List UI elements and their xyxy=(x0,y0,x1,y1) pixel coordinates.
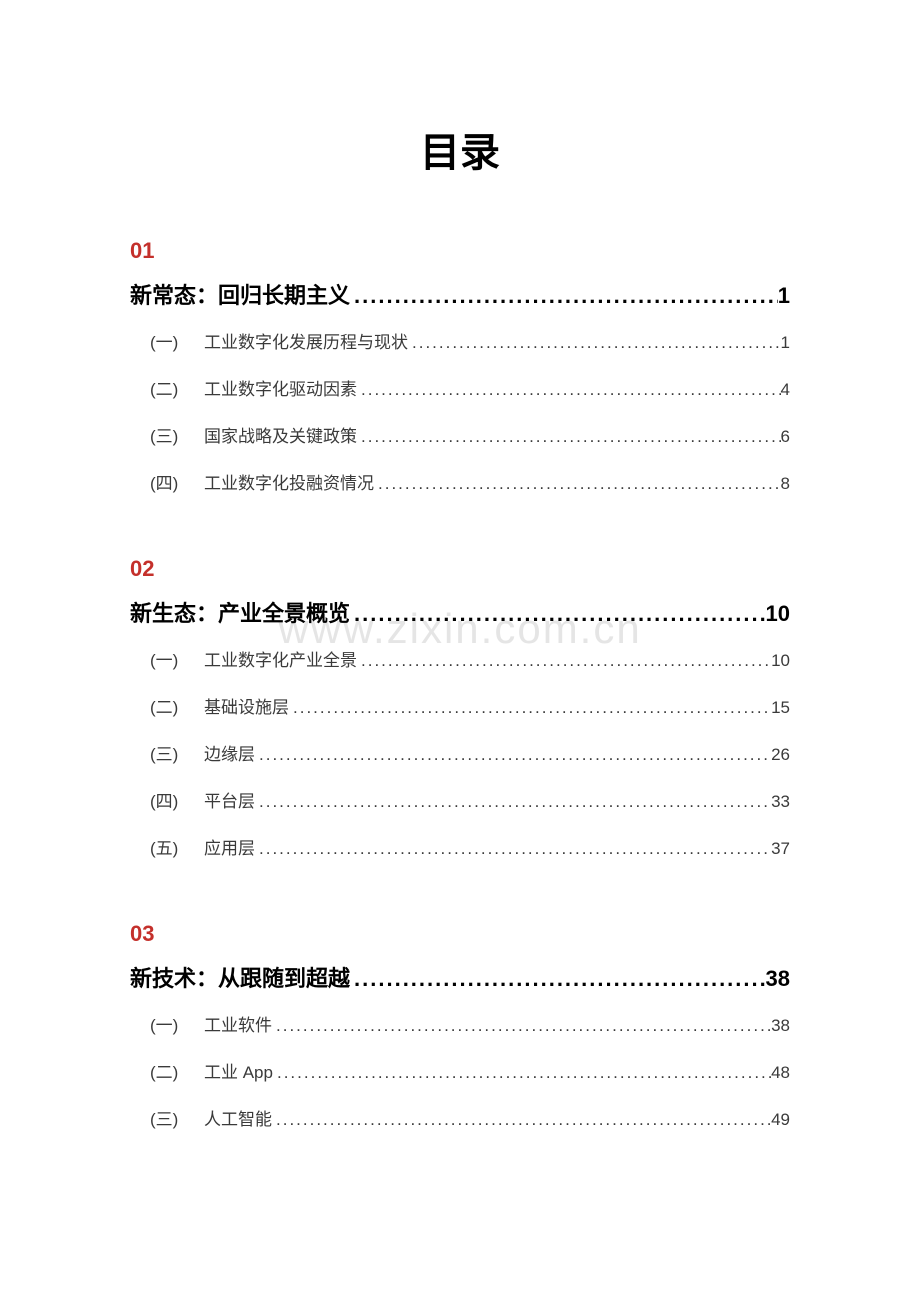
section-title: 新生态：产业全景概览 xyxy=(130,596,350,628)
sub-item-page-number: 48 xyxy=(771,1063,790,1083)
sub-item-page-number: 10 xyxy=(771,651,790,671)
leader-dots: ........................................… xyxy=(357,380,781,400)
sub-item-label: 工业数字化驱动因素 xyxy=(204,375,357,400)
section-title: 新技术：从跟随到超越 xyxy=(130,961,350,993)
leader-dots: ........................................… xyxy=(289,698,771,718)
sub-item-number: (二) xyxy=(150,375,188,400)
sub-item-label: 基础设施层 xyxy=(204,693,289,718)
sections-container: 01 新常态：回归长期主义 ...........................… xyxy=(130,238,790,1130)
leader-dots: ........................................… xyxy=(350,283,778,309)
sub-item-number: (一) xyxy=(150,646,188,671)
toc-sub-item: (二) 基础设施层................................… xyxy=(130,693,790,718)
toc-sub-item: (三) 人工智能.................................… xyxy=(130,1105,790,1130)
sub-item-number: (二) xyxy=(150,1058,188,1083)
toc-sub-item: (五) 应用层..................................… xyxy=(130,834,790,859)
sub-item-page-number: 33 xyxy=(771,792,790,812)
sub-item-number: (三) xyxy=(150,1105,188,1130)
sub-item-label: 工业数字化投融资情况 xyxy=(204,469,374,494)
toc-sub-item: (四) 平台层..................................… xyxy=(130,787,790,812)
toc-sub-item: (三) 国家战略及关键政策............................… xyxy=(130,422,790,447)
toc-sub-item: (一) 工业数字化产业全景............................… xyxy=(130,646,790,671)
sub-item-number: (一) xyxy=(150,328,188,353)
sub-item-page-number: 38 xyxy=(771,1016,790,1036)
sub-item-page-number: 1 xyxy=(781,333,790,353)
sub-item-page-number: 49 xyxy=(771,1110,790,1130)
section-title: 新常态：回归长期主义 xyxy=(130,278,350,310)
sub-item-label: 人工智能 xyxy=(204,1105,272,1130)
toc-sub-item: (四) 工业数字化投融资情况...........................… xyxy=(130,469,790,494)
section-number: 01 xyxy=(130,238,790,264)
toc-content: 目录 01 新常态：回归长期主义 ........................… xyxy=(130,120,790,1130)
sub-item-page-number: 26 xyxy=(771,745,790,765)
section-title-row: 新常态：回归长期主义 .............................… xyxy=(130,278,790,310)
sub-item-label: 平台层 xyxy=(204,787,255,812)
leader-dots: ........................................… xyxy=(272,1110,771,1130)
sub-item-label: 应用层 xyxy=(204,834,255,859)
sub-item-number: (二) xyxy=(150,693,188,718)
section-page-number: 1 xyxy=(778,283,790,309)
sub-item-number: (三) xyxy=(150,740,188,765)
section-number: 03 xyxy=(130,921,790,947)
sub-item-label: 国家战略及关键政策 xyxy=(204,422,357,447)
toc-section: 01 新常态：回归长期主义 ...........................… xyxy=(130,238,790,494)
toc-sub-item: (三) 边缘层..................................… xyxy=(130,740,790,765)
leader-dots: ........................................… xyxy=(374,474,781,494)
leader-dots: ........................................… xyxy=(357,427,781,447)
leader-dots: ........................................… xyxy=(255,792,771,812)
toc-sub-item: (一) 工业数字化发展历程与现状.........................… xyxy=(130,328,790,353)
leader-dots: ........................................… xyxy=(408,333,781,353)
toc-section: 03 新技术：从跟随到超越 ...........................… xyxy=(130,921,790,1130)
sub-item-label: 工业数字化发展历程与现状 xyxy=(204,328,408,353)
sub-item-label: 工业数字化产业全景 xyxy=(204,646,357,671)
sub-item-label: 工业软件 xyxy=(204,1011,272,1036)
sub-item-page-number: 8 xyxy=(781,474,790,494)
leader-dots: ........................................… xyxy=(350,601,766,627)
leader-dots: ........................................… xyxy=(357,651,771,671)
sub-item-number: (四) xyxy=(150,787,188,812)
sub-item-number: (三) xyxy=(150,422,188,447)
leader-dots: ........................................… xyxy=(255,839,771,859)
toc-sub-item: (二) 工业 App...............................… xyxy=(130,1058,790,1083)
section-title-row: 新技术：从跟随到超越 .............................… xyxy=(130,961,790,993)
sub-item-page-number: 15 xyxy=(771,698,790,718)
sub-item-page-number: 37 xyxy=(771,839,790,859)
leader-dots: ........................................… xyxy=(255,745,771,765)
leader-dots: ........................................… xyxy=(350,966,766,992)
sub-item-label: 边缘层 xyxy=(204,740,255,765)
section-number: 02 xyxy=(130,556,790,582)
sub-item-number: (五) xyxy=(150,834,188,859)
sub-item-label: 工业 App xyxy=(204,1058,273,1083)
toc-section: 02 新生态：产业全景概览 ...........................… xyxy=(130,556,790,859)
page-title: 目录 xyxy=(130,120,790,178)
section-page-number: 10 xyxy=(766,601,790,627)
sub-item-number: (四) xyxy=(150,469,188,494)
leader-dots: ........................................… xyxy=(272,1016,771,1036)
toc-sub-item: (一) 工业软件.................................… xyxy=(130,1011,790,1036)
sub-item-page-number: 6 xyxy=(781,427,790,447)
section-title-row: 新生态：产业全景概览 .............................… xyxy=(130,596,790,628)
sub-item-number: (一) xyxy=(150,1011,188,1036)
leader-dots: ........................................… xyxy=(273,1063,771,1083)
section-page-number: 38 xyxy=(766,966,790,992)
toc-sub-item: (二) 工业数字化驱动因素............................… xyxy=(130,375,790,400)
sub-item-page-number: 4 xyxy=(781,380,790,400)
